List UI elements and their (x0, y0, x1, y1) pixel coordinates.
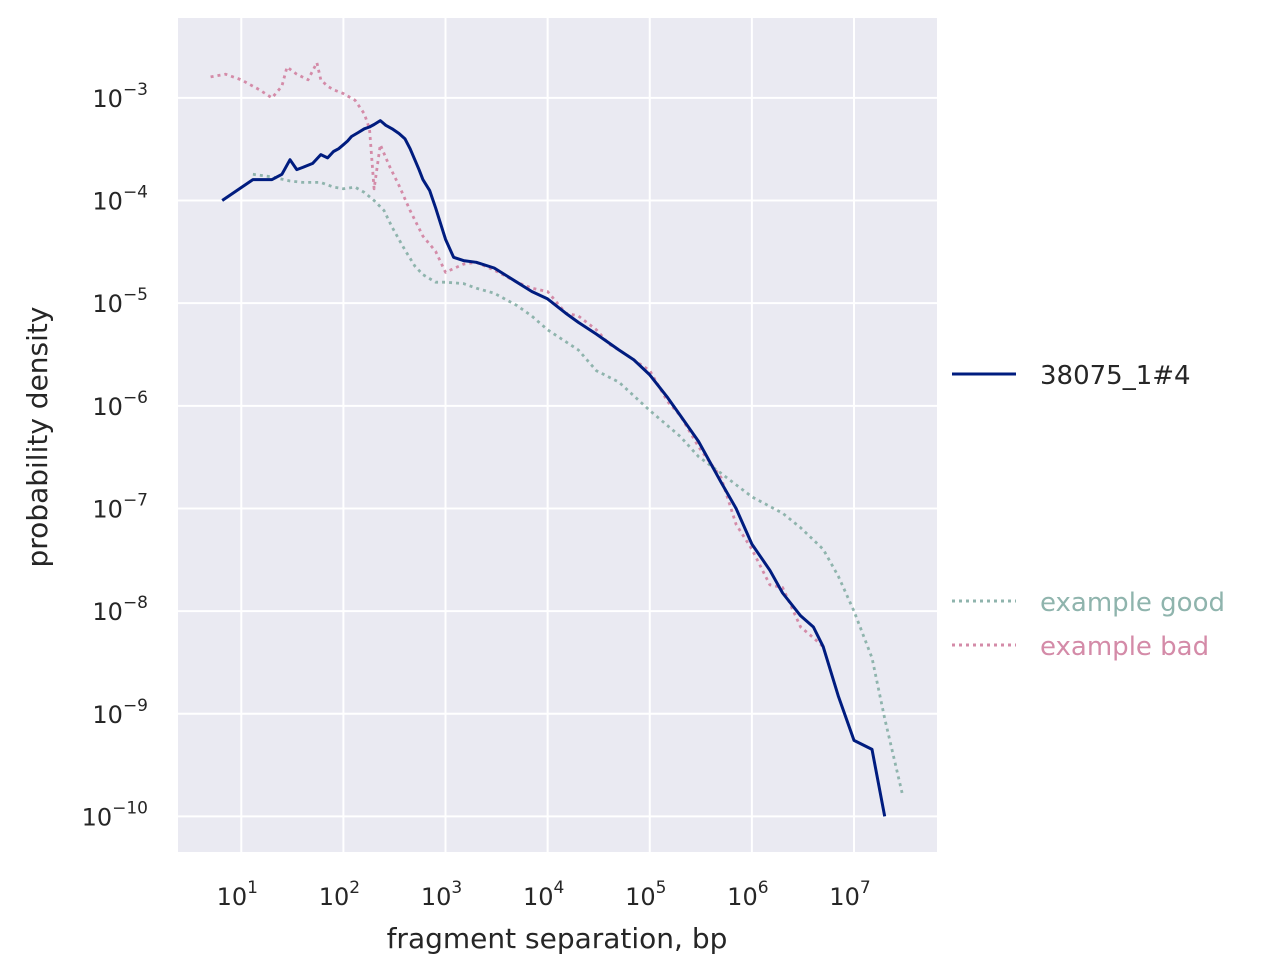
y-tick-label: 10−6 (92, 388, 148, 421)
y-tick-label: 10−3 (92, 80, 148, 113)
series-layer (210, 61, 905, 817)
y-tick-label: 10−9 (92, 696, 148, 729)
series-line-example-bad (210, 61, 825, 648)
y-tick-label: 10−5 (92, 285, 148, 318)
y-tick-label: 10−8 (92, 593, 148, 626)
grid (178, 18, 937, 852)
plot-background (178, 18, 937, 852)
x-tick-label: 103 (421, 878, 462, 911)
x-tick-label: 102 (319, 878, 360, 911)
x-tick-label: 106 (727, 878, 768, 911)
y-axis-label: probability density (21, 307, 54, 568)
x-axis-ticks: 101 102 103 104 105 106 107 (217, 878, 871, 911)
x-tick-label: 107 (829, 878, 870, 911)
legend-label-bad: example bad (1040, 632, 1209, 662)
y-tick-label: 10−4 (92, 183, 148, 216)
legend-label-main: 38075_1#4 (1040, 361, 1191, 391)
x-tick-label: 105 (625, 878, 666, 911)
legend: 38075_1#4 example good example bad (952, 361, 1225, 662)
series-line-38075-1-4 (221, 119, 887, 817)
legend-label-good: example good (1040, 588, 1225, 618)
x-axis-label: fragment separation, bp (387, 922, 728, 955)
y-tick-label: 10−7 (92, 490, 148, 523)
y-axis-ticks: 10−3 10−4 10−5 10−6 10−7 10−8 10−9 10−10 (82, 80, 148, 832)
series-line-example-good (252, 172, 905, 796)
x-tick-label: 104 (523, 878, 564, 911)
y-tick-label: 10−10 (82, 798, 148, 831)
x-tick-label: 101 (217, 878, 258, 911)
